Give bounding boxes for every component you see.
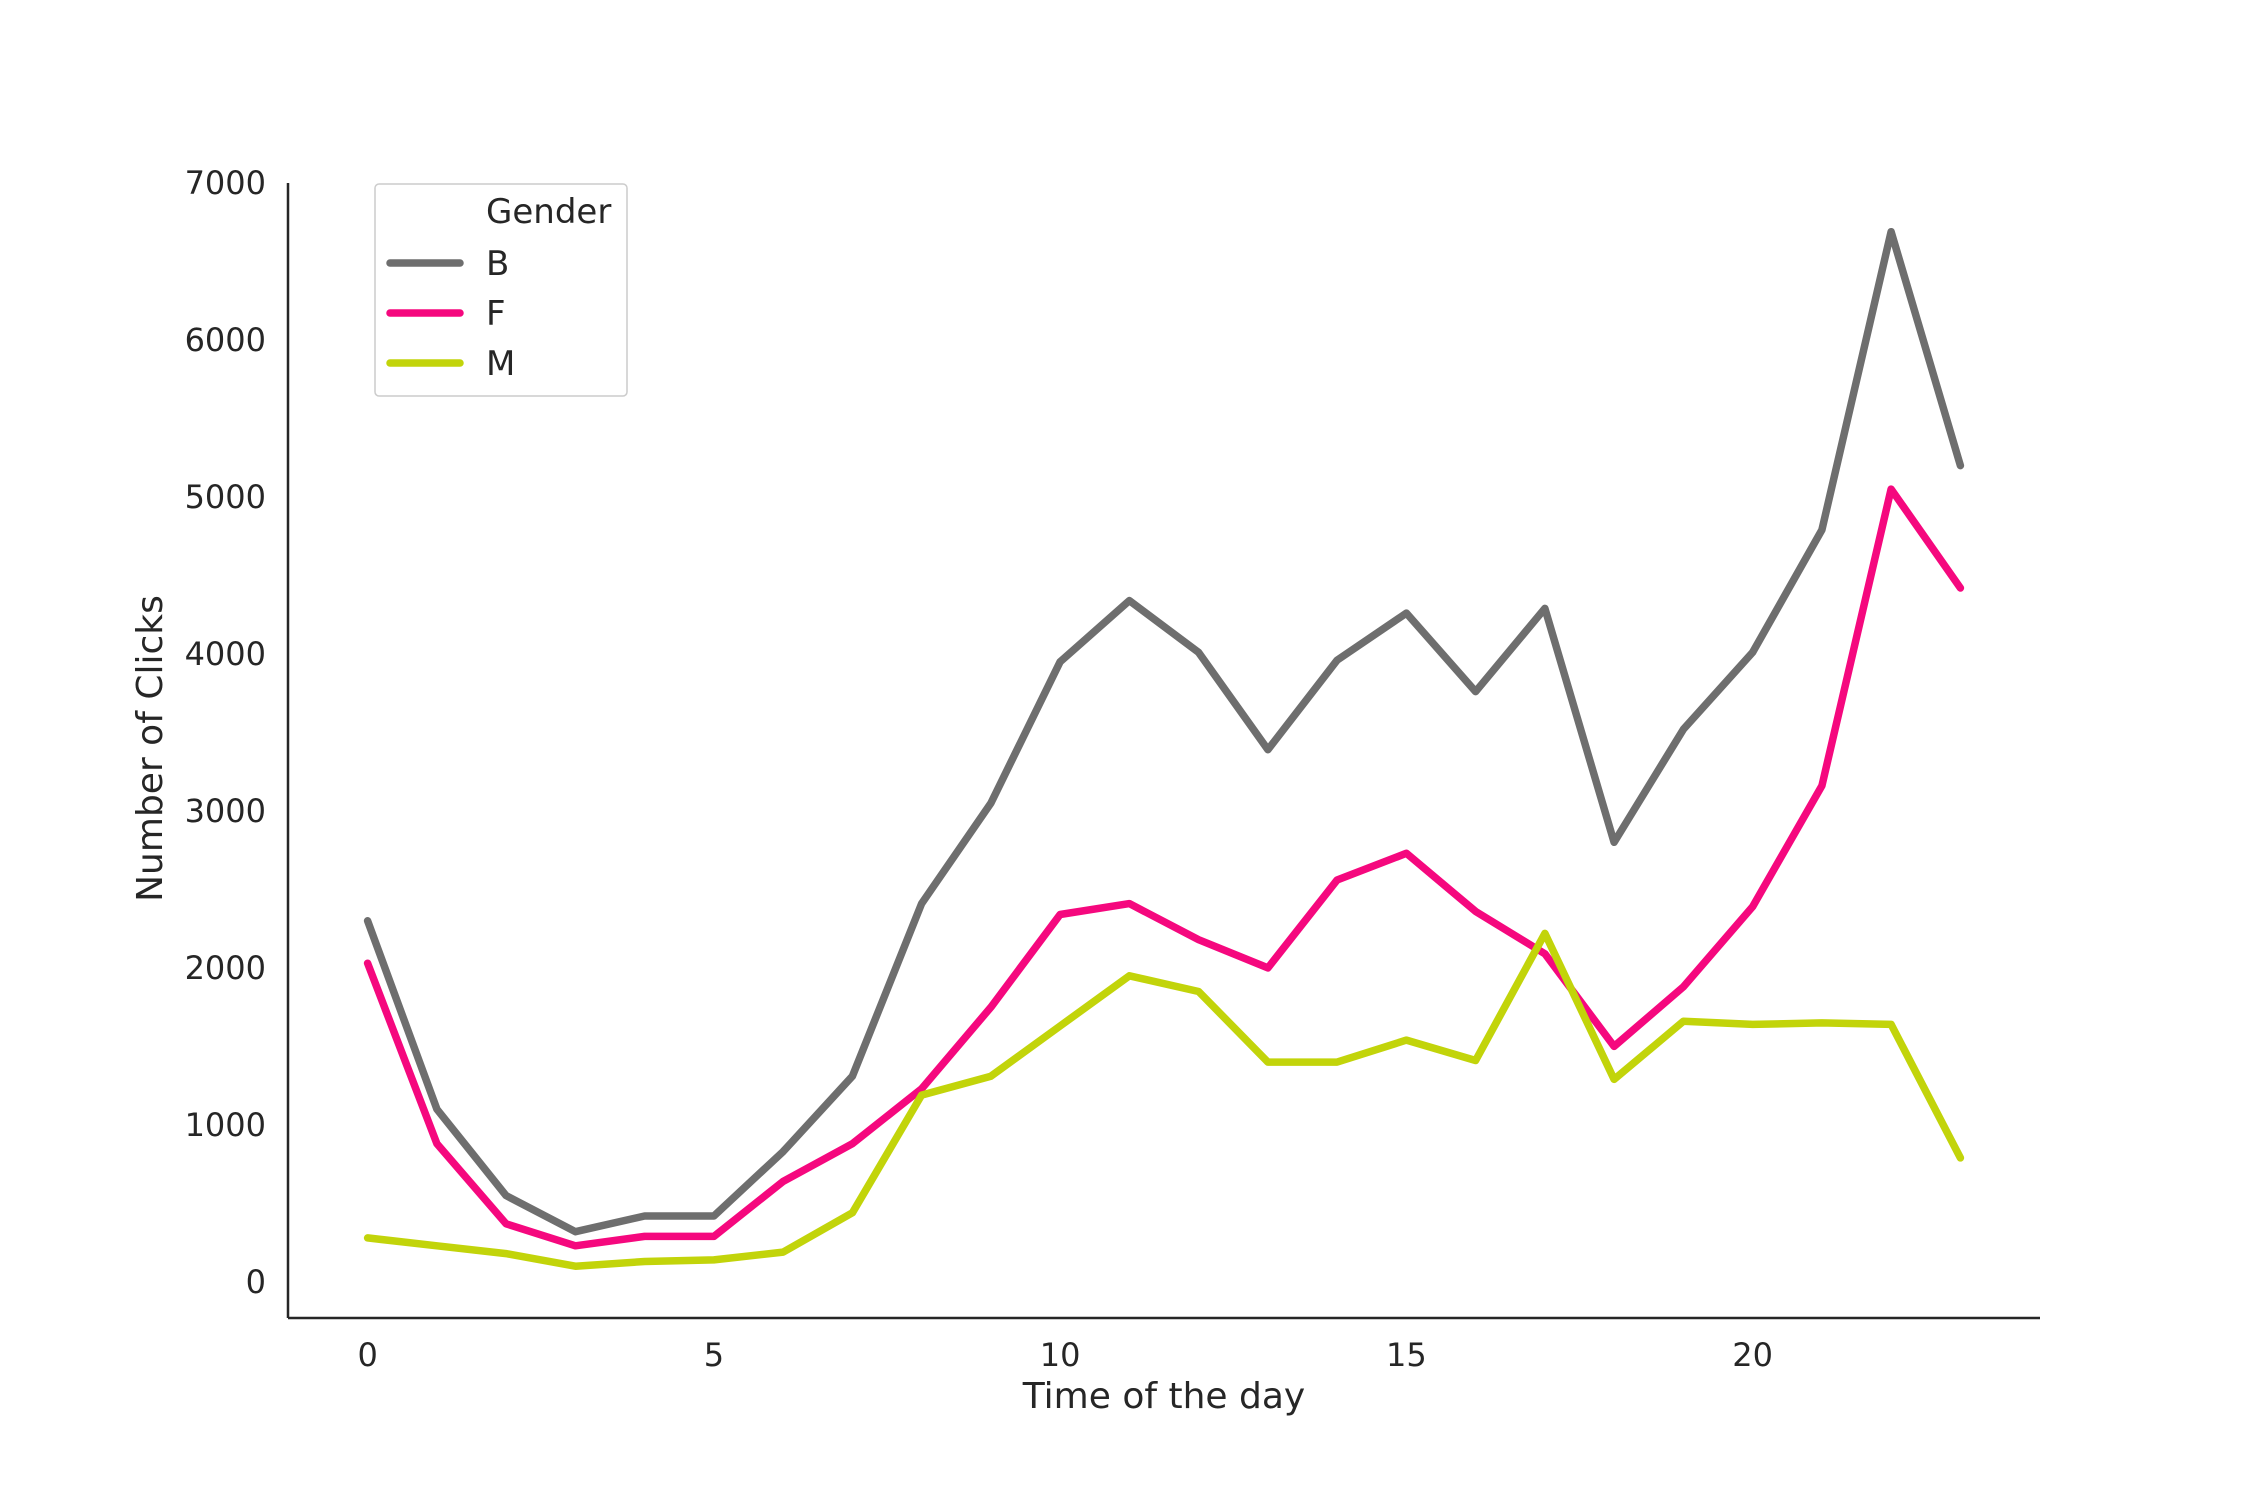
legend-label: B [486,244,509,284]
series-line-f [363,485,1965,1250]
legend-title: Gender [486,192,611,232]
y-tick-labels: 0 1000 2000 3000 4000 5000 6000 7000 [185,164,266,1301]
series-line-m [363,929,1965,1270]
y-tick-label: 2000 [185,949,266,987]
legend-label: F [486,294,506,334]
x-axis-label: Time of the day [1022,1376,1305,1417]
y-tick-label: 6000 [185,321,266,359]
y-axis-label: Number of Clicks [130,595,171,902]
y-tick-label: 1000 [185,1106,266,1144]
x-tick-label: 5 [704,1336,724,1374]
x-tick-label: 20 [1732,1336,1773,1374]
y-tick-label: 4000 [185,635,266,673]
legend-box [374,183,628,397]
x-tick-label: 0 [357,1336,377,1374]
y-tick-label: 3000 [185,792,266,830]
series-layer [363,227,1965,1270]
legend-items: BFM [386,244,515,384]
legend-item-m: M [386,344,515,384]
x-tick-label: 10 [1040,1336,1081,1374]
y-tick-label: 5000 [185,478,266,516]
legend: Gender BFM [374,183,628,397]
legend-label: M [486,344,515,384]
legend-item-b: B [386,244,509,284]
series-line-b [363,227,1965,1236]
axes [286,183,2040,1320]
x-tick-label: 15 [1386,1336,1427,1374]
y-tick-label: 0 [246,1263,266,1301]
x-tick-labels: 0 5 10 15 20 [357,1336,1773,1374]
legend-item-f: F [386,294,506,334]
y-tick-label: 7000 [185,164,266,202]
